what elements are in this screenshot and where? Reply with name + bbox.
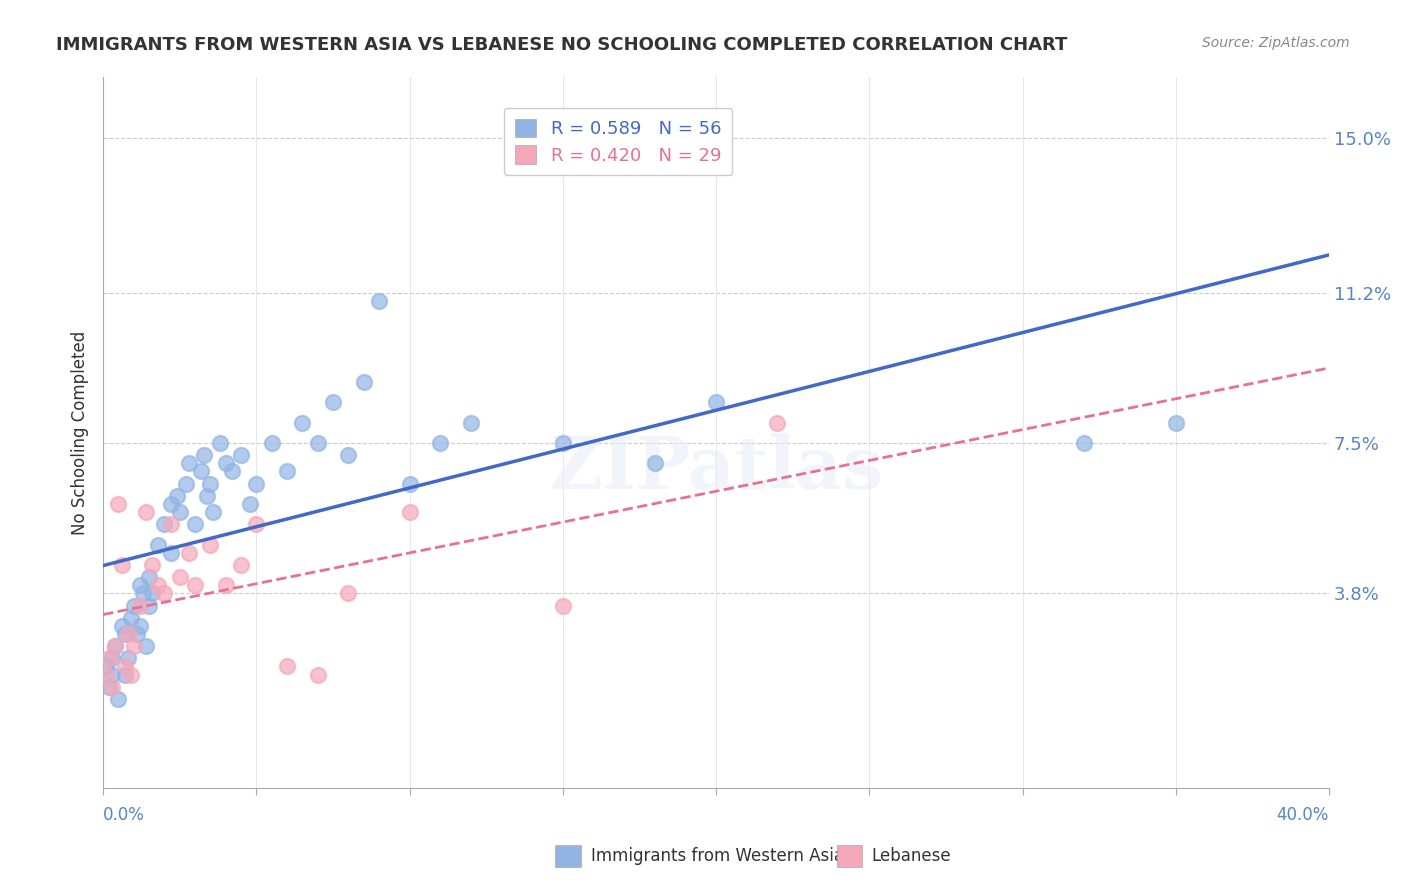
Point bbox=[195, 489, 218, 503]
Point bbox=[120, 667, 142, 681]
Point bbox=[110, 558, 132, 572]
Point bbox=[368, 293, 391, 308]
Point bbox=[104, 639, 127, 653]
Point bbox=[114, 667, 136, 681]
Point bbox=[307, 436, 329, 450]
Point bbox=[159, 546, 181, 560]
Point bbox=[96, 659, 118, 673]
Point bbox=[260, 436, 283, 450]
Point bbox=[276, 659, 298, 673]
Point bbox=[98, 680, 121, 694]
Point bbox=[104, 639, 127, 653]
Text: 0.0%: 0.0% bbox=[103, 806, 145, 824]
Point bbox=[551, 599, 574, 613]
Point bbox=[107, 497, 129, 511]
Point bbox=[101, 667, 124, 681]
Point bbox=[229, 448, 252, 462]
Point bbox=[276, 465, 298, 479]
Point bbox=[101, 680, 124, 694]
Text: ZIPatlas: ZIPatlas bbox=[548, 433, 883, 504]
Text: 40.0%: 40.0% bbox=[1277, 806, 1329, 824]
Point bbox=[215, 456, 238, 470]
Point bbox=[135, 505, 157, 519]
Point bbox=[202, 505, 225, 519]
Point bbox=[174, 476, 197, 491]
Text: Lebanese: Lebanese bbox=[872, 847, 952, 865]
Point bbox=[307, 667, 329, 681]
Point bbox=[221, 465, 243, 479]
Point bbox=[245, 476, 267, 491]
Point bbox=[215, 578, 238, 592]
Point bbox=[138, 599, 160, 613]
Point bbox=[141, 558, 163, 572]
Point bbox=[704, 395, 727, 409]
Point bbox=[322, 395, 344, 409]
Point bbox=[460, 416, 482, 430]
Point bbox=[193, 448, 215, 462]
Point bbox=[166, 489, 188, 503]
Point bbox=[132, 586, 155, 600]
Point bbox=[114, 659, 136, 673]
Text: Immigrants from Western Asia: Immigrants from Western Asia bbox=[591, 847, 844, 865]
Point bbox=[135, 639, 157, 653]
Point bbox=[200, 476, 222, 491]
Point bbox=[117, 651, 139, 665]
Point bbox=[337, 586, 360, 600]
Point bbox=[148, 538, 170, 552]
Point bbox=[117, 627, 139, 641]
Point bbox=[190, 465, 212, 479]
Point bbox=[159, 497, 181, 511]
Point bbox=[337, 448, 360, 462]
Point bbox=[148, 578, 170, 592]
Y-axis label: No Schooling Completed: No Schooling Completed bbox=[72, 331, 89, 535]
Text: IMMIGRANTS FROM WESTERN ASIA VS LEBANESE NO SCHOOLING COMPLETED CORRELATION CHAR: IMMIGRANTS FROM WESTERN ASIA VS LEBANESE… bbox=[56, 36, 1067, 54]
Point bbox=[184, 578, 207, 592]
Point bbox=[229, 558, 252, 572]
Point bbox=[177, 456, 200, 470]
Point bbox=[239, 497, 262, 511]
Point bbox=[551, 436, 574, 450]
Point bbox=[96, 667, 118, 681]
Point bbox=[141, 586, 163, 600]
Point bbox=[353, 375, 375, 389]
Point bbox=[129, 578, 152, 592]
Point bbox=[177, 546, 200, 560]
Point bbox=[429, 436, 451, 450]
Point bbox=[398, 505, 420, 519]
Point bbox=[644, 456, 666, 470]
Point bbox=[122, 599, 145, 613]
Point bbox=[1164, 416, 1187, 430]
Point bbox=[159, 517, 181, 532]
Point bbox=[129, 599, 152, 613]
Point bbox=[114, 627, 136, 641]
Point bbox=[129, 619, 152, 633]
Point bbox=[110, 619, 132, 633]
Point bbox=[291, 416, 314, 430]
Point bbox=[200, 538, 222, 552]
Point bbox=[1073, 436, 1095, 450]
Point bbox=[153, 586, 176, 600]
Point bbox=[120, 610, 142, 624]
Point bbox=[398, 476, 420, 491]
Point bbox=[169, 505, 191, 519]
Point bbox=[138, 570, 160, 584]
Legend: R = 0.589   N = 56, R = 0.420   N = 29: R = 0.589 N = 56, R = 0.420 N = 29 bbox=[503, 108, 733, 176]
Point bbox=[122, 639, 145, 653]
Point bbox=[153, 517, 176, 532]
Point bbox=[245, 517, 267, 532]
Point bbox=[101, 651, 124, 665]
Point bbox=[184, 517, 207, 532]
Point bbox=[766, 416, 789, 430]
Point bbox=[208, 436, 231, 450]
Text: Source: ZipAtlas.com: Source: ZipAtlas.com bbox=[1202, 36, 1350, 50]
Point bbox=[107, 692, 129, 706]
Point bbox=[98, 651, 121, 665]
Point bbox=[169, 570, 191, 584]
Point bbox=[125, 627, 148, 641]
